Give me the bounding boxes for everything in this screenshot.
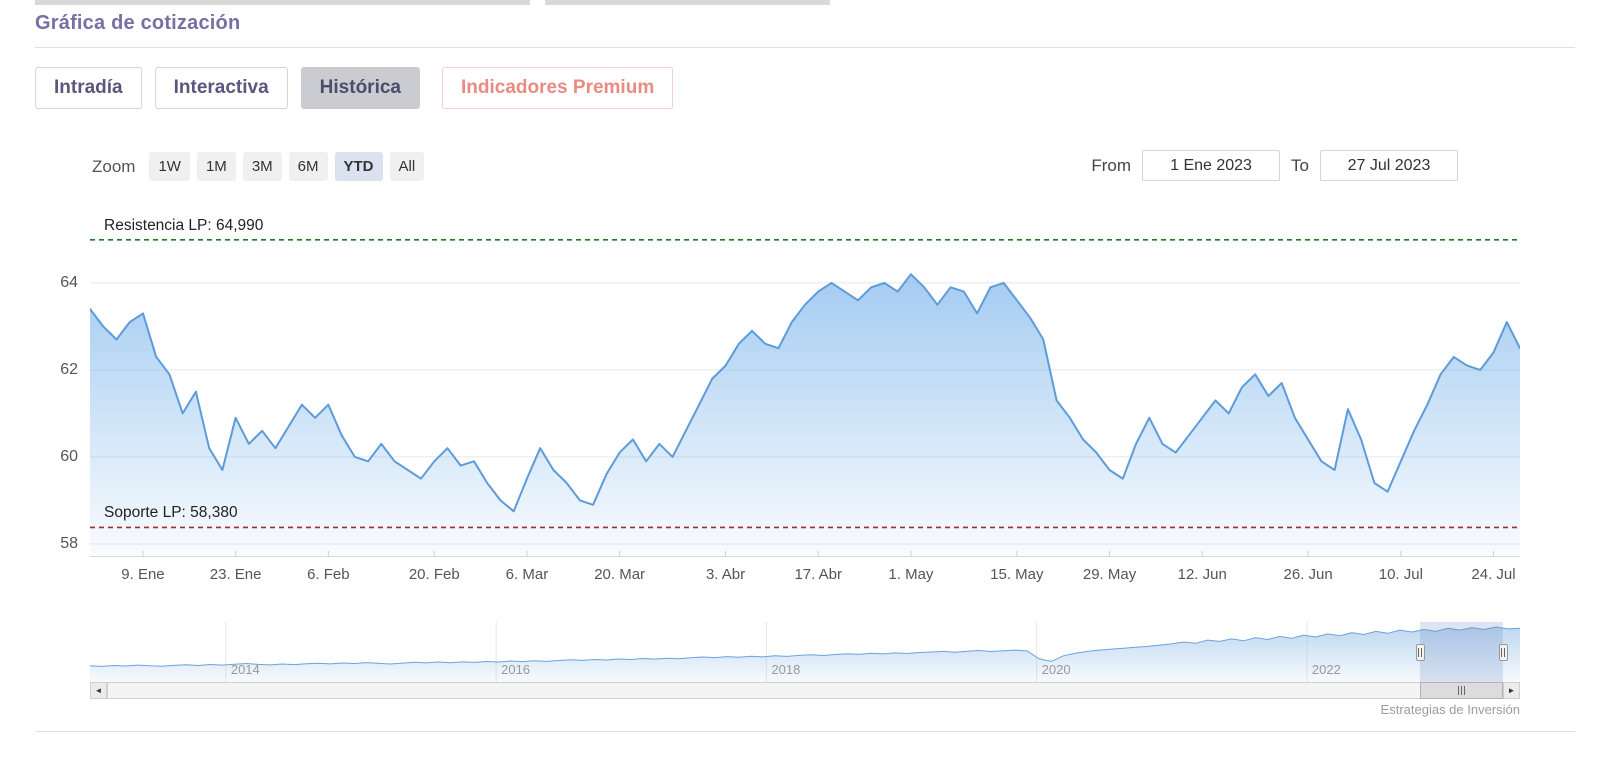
x-axis-label: 15. May [990,566,1044,583]
handle-grip-icon [1418,648,1423,657]
zoom-3m-button[interactable]: 3M [242,152,282,181]
x-axis-label: 6. Mar [505,566,549,583]
tab-historica[interactable]: Histórica [300,67,420,109]
x-axis-label: 20. Mar [594,566,646,583]
range-selector: Zoom 1W 1M 3M 6M YTD All [92,152,425,181]
to-label: To [1291,155,1309,175]
from-label: From [1091,155,1132,175]
clipped-top-bar [545,0,830,5]
x-axis-label: 3. Abr [705,566,746,583]
x-axis-label: 10. Jul [1378,566,1423,583]
resistance-label: Resistencia LP: 64,990 [104,216,264,234]
price-area-chart[interactable] [90,222,1520,557]
zoom-1m-button[interactable]: 1M [196,152,236,181]
clipped-top-bar [35,0,530,5]
date-range: From To [1091,150,1458,181]
scrollbar-left-button[interactable]: ◄ [90,682,107,699]
x-axis-label: 24. Jul [1471,566,1516,583]
navigator-handle-right[interactable] [1498,644,1508,661]
tab-indicadores-premium[interactable]: Indicadores Premium [441,67,674,109]
x-axis-label: 1. May [888,566,934,583]
scrollbar-track[interactable] [107,682,1503,699]
navigator-chart[interactable] [90,622,1520,682]
x-axis-label: 17. Abr [794,566,843,583]
thumb-grip-icon [1457,686,1465,695]
zoom-6m-button[interactable]: 6M [288,152,328,181]
navigator-year-label: 2016 [501,662,531,677]
tab-intradia[interactable]: Intradía [35,67,142,109]
y-axis-label: 64 [60,273,78,291]
credits[interactable]: Estrategias de Inversión [1380,702,1520,717]
x-axis-label: 26. Jun [1283,566,1333,583]
x-axis-label: 6. Feb [307,566,350,583]
from-date-input[interactable] [1142,150,1281,181]
title-divider [35,47,1575,48]
x-axis-label: 29. May [1082,566,1137,583]
tab-interactiva[interactable]: Interactiva [154,67,288,109]
scrollbar-thumb[interactable] [1419,682,1503,699]
zoom-ytd-button[interactable]: YTD [334,152,383,181]
navigator-handle-left[interactable] [1415,644,1425,661]
support-label: Soporte LP: 58,380 [104,504,238,522]
zoom-label: Zoom [92,156,136,176]
y-axis-label: 62 [60,360,78,378]
section-title: Gráfica de cotización [35,12,241,34]
x-axis-label: 12. Jun [1177,566,1227,583]
navigator-year-label: 2020 [1041,662,1071,677]
y-axis-label: 60 [60,447,78,465]
x-axis-label: 20. Feb [408,566,460,583]
x-axis-label: 23. Ene [209,566,262,583]
scrollbar-right-button[interactable]: ► [1503,682,1520,699]
x-axis-label: 9. Ene [121,566,165,583]
navigator-year-label: 2014 [230,662,260,677]
zoom-1w-button[interactable]: 1W [149,152,190,181]
y-axis-label: 58 [60,534,78,552]
to-date-input[interactable] [1320,150,1458,181]
navigator-year-label: 2022 [1311,662,1341,677]
bottom-divider [35,731,1575,732]
navigator-year-label: 2018 [771,662,801,677]
chart-view-tabs: Intradía Interactiva Histórica Indicador… [35,67,674,109]
zoom-all-button[interactable]: All [389,152,425,181]
handle-grip-icon [1501,648,1506,657]
